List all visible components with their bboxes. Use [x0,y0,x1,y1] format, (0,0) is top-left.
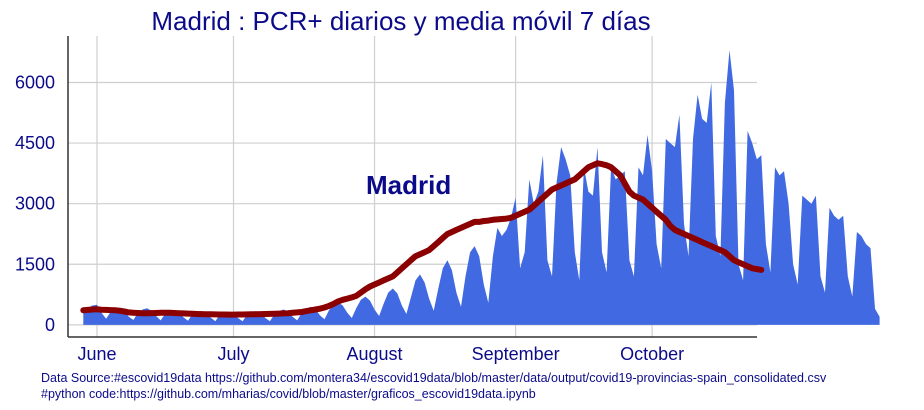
chart: Madrid : PCR+ diarios y media móvil 7 dí… [15,6,880,364]
daily-cases-area-path [83,50,880,325]
x-tick-label: June [77,344,116,364]
moving-average-polyline [80,160,765,318]
y-tick-label: 3000 [15,194,55,214]
chart-title: Madrid : PCR+ diarios y media móvil 7 dí… [151,6,650,36]
daily-cases-area [83,50,880,325]
x-tick-label: July [217,344,249,364]
tick-labels: 0 1500 3000 4500 6000 June July August September… [15,72,684,364]
y-tick-label: 6000 [15,72,55,92]
x-tick-label: August [347,344,403,364]
annotation-label: Madrid [366,170,451,200]
axes [67,36,757,338]
y-tick-label: 0 [45,315,55,335]
y-tick-label: 1500 [15,254,55,274]
moving-average-line [80,160,765,318]
data-source-note: Data Source:#escovid19data https://githu… [41,371,827,385]
y-tick-label: 4500 [15,133,55,153]
code-source-note: #python code:https://github.com/mharias/… [41,387,536,401]
x-tick-label: September [472,344,560,364]
x-tick-label: October [620,344,684,364]
